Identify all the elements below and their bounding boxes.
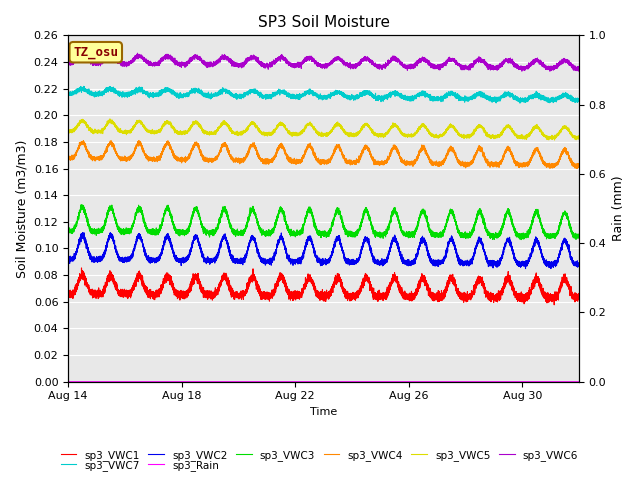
X-axis label: Time: Time — [310, 407, 337, 417]
sp3_VWC6 — [443, 57, 451, 63]
sp3_VWC1 — [250, 270, 257, 276]
sp3_VWC6 — [470, 60, 478, 65]
Line: sp3_VWC7: sp3_VWC7 — [68, 86, 579, 103]
Title: SP3 Soil Moisture: SP3 Soil Moisture — [257, 15, 390, 30]
sp3_VWC1 — [90, 291, 98, 297]
Y-axis label: Soil Moisture (m3/m3): Soil Moisture (m3/m3) — [15, 139, 28, 278]
Line: sp3_VWC5: sp3_VWC5 — [68, 119, 579, 140]
sp3_VWC4 — [367, 151, 374, 157]
sp3_VWC6 — [546, 68, 554, 74]
sp3_VWC2 — [367, 247, 374, 252]
sp3_VWC7 — [389, 89, 397, 95]
sp3_VWC2 — [90, 257, 98, 263]
Text: TZ_osu: TZ_osu — [73, 46, 118, 59]
sp3_VWC5 — [550, 137, 558, 143]
Legend: sp3_VWC7, sp3_Rain: sp3_VWC7, sp3_Rain — [56, 456, 223, 475]
sp3_VWC4 — [573, 166, 581, 171]
Line: sp3_VWC2: sp3_VWC2 — [68, 232, 579, 269]
sp3_VWC5 — [443, 126, 451, 132]
sp3_VWC5 — [575, 135, 583, 141]
sp3_VWC5 — [367, 126, 374, 132]
sp3_VWC5 — [470, 129, 478, 135]
sp3_VWC6 — [64, 61, 72, 67]
sp3_VWC5 — [250, 121, 257, 127]
sp3_VWC1 — [389, 278, 397, 284]
sp3_VWC3 — [250, 207, 257, 213]
sp3_Rain — [367, 379, 374, 384]
sp3_VWC1 — [575, 291, 583, 297]
sp3_VWC2 — [470, 252, 478, 258]
sp3_VWC6 — [575, 68, 583, 73]
sp3_VWC2 — [522, 266, 529, 272]
sp3_VWC7 — [250, 87, 257, 93]
Line: sp3_VWC1: sp3_VWC1 — [68, 268, 579, 305]
sp3_VWC7 — [64, 90, 72, 96]
sp3_Rain — [389, 379, 397, 384]
sp3_VWC4 — [250, 143, 257, 148]
sp3_VWC3 — [367, 217, 374, 223]
sp3_VWC5 — [389, 124, 397, 130]
sp3_VWC2 — [64, 256, 72, 262]
Legend: sp3_VWC1, sp3_VWC2, sp3_VWC3, sp3_VWC4, sp3_VWC5, sp3_VWC6: sp3_VWC1, sp3_VWC2, sp3_VWC3, sp3_VWC4, … — [56, 446, 582, 465]
sp3_VWC1 — [550, 302, 558, 308]
sp3_VWC7 — [516, 100, 524, 106]
sp3_VWC3 — [90, 227, 98, 232]
sp3_VWC3 — [443, 216, 451, 222]
sp3_VWC3 — [64, 227, 72, 233]
sp3_VWC3 — [77, 202, 85, 208]
sp3_VWC7 — [470, 96, 478, 101]
sp3_Rain — [575, 379, 583, 384]
sp3_VWC2 — [389, 239, 397, 245]
sp3_VWC4 — [389, 145, 397, 151]
sp3_VWC7 — [367, 91, 374, 97]
sp3_VWC2 — [79, 229, 86, 235]
sp3_Rain — [249, 379, 257, 384]
sp3_VWC1 — [367, 282, 374, 288]
sp3_VWC1 — [64, 290, 72, 296]
sp3_VWC7 — [80, 84, 88, 89]
Y-axis label: Rain (mm): Rain (mm) — [612, 176, 625, 241]
Line: sp3_VWC6: sp3_VWC6 — [68, 53, 579, 71]
sp3_VWC6 — [134, 50, 141, 56]
sp3_VWC6 — [367, 58, 374, 64]
sp3_VWC4 — [443, 153, 451, 158]
sp3_Rain — [64, 379, 72, 384]
sp3_VWC3 — [389, 210, 397, 216]
sp3_Rain — [470, 379, 478, 384]
sp3_VWC4 — [64, 156, 72, 161]
sp3_VWC6 — [90, 59, 98, 64]
sp3_VWC3 — [575, 233, 583, 239]
sp3_VWC4 — [90, 154, 98, 159]
sp3_VWC5 — [64, 128, 72, 133]
sp3_VWC6 — [389, 54, 397, 60]
sp3_VWC4 — [135, 138, 143, 144]
Line: sp3_VWC4: sp3_VWC4 — [68, 141, 579, 168]
sp3_VWC1 — [443, 285, 451, 291]
sp3_VWC7 — [575, 97, 583, 103]
sp3_VWC1 — [470, 291, 478, 297]
sp3_VWC2 — [250, 235, 257, 241]
sp3_VWC3 — [470, 228, 478, 234]
sp3_VWC7 — [90, 93, 98, 98]
sp3_Rain — [443, 379, 451, 384]
sp3_VWC4 — [470, 156, 478, 162]
sp3_Rain — [90, 379, 98, 384]
sp3_VWC6 — [250, 53, 257, 59]
sp3_VWC3 — [517, 237, 525, 242]
sp3_VWC5 — [106, 116, 114, 122]
sp3_VWC4 — [575, 162, 583, 168]
Line: sp3_VWC3: sp3_VWC3 — [68, 205, 579, 240]
sp3_VWC2 — [443, 250, 451, 255]
sp3_VWC1 — [77, 265, 85, 271]
sp3_VWC2 — [575, 261, 583, 266]
sp3_VWC5 — [90, 129, 98, 134]
sp3_VWC7 — [443, 93, 451, 99]
